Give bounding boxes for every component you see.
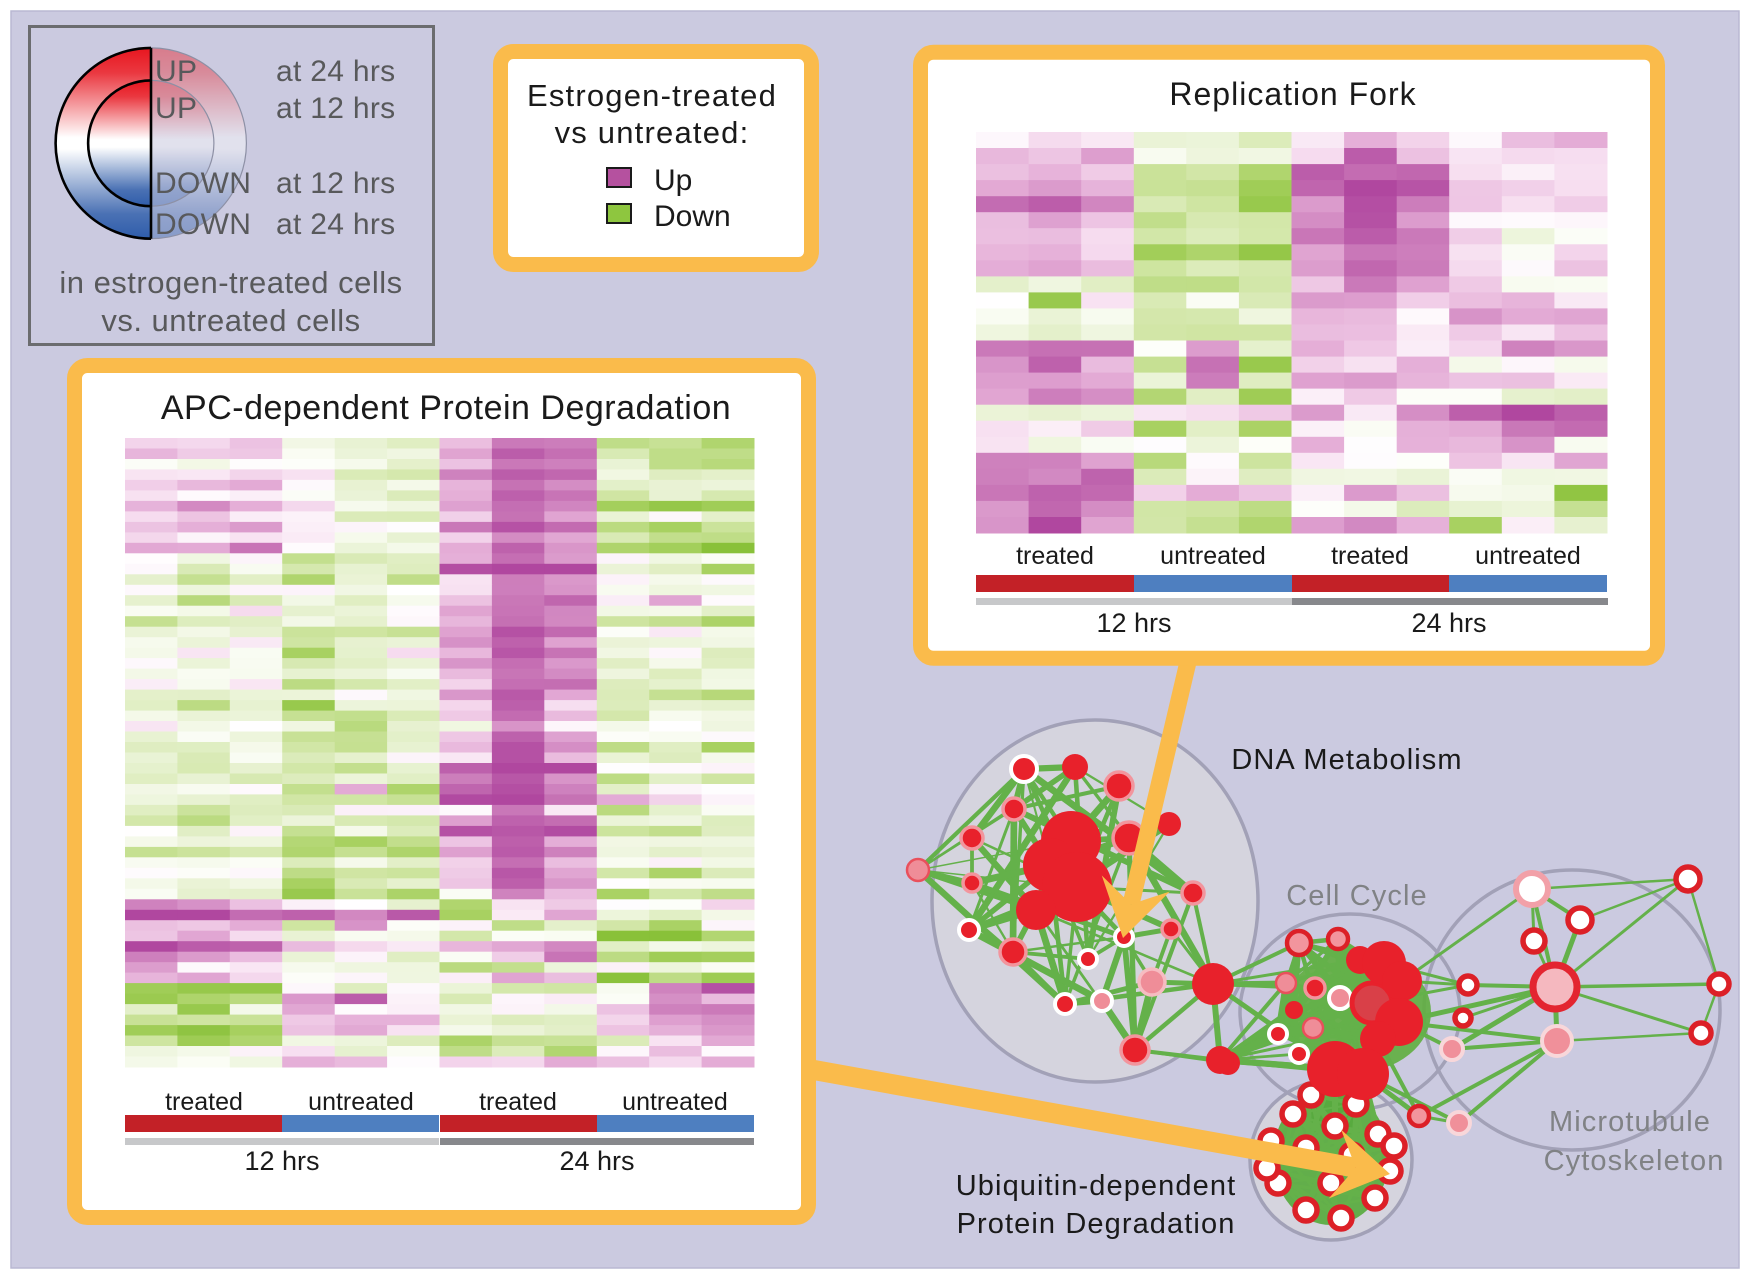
svg-text:at 24 hrs: at 24 hrs bbox=[276, 55, 395, 88]
svg-text:treated: treated bbox=[165, 1088, 243, 1116]
svg-text:24 hrs: 24 hrs bbox=[559, 1146, 634, 1176]
svg-text:vs. untreated cells: vs. untreated cells bbox=[101, 303, 360, 338]
svg-text:Cytoskeleton: Cytoskeleton bbox=[1544, 1145, 1725, 1177]
svg-text:24 hrs: 24 hrs bbox=[1411, 608, 1486, 638]
svg-text:Up: Up bbox=[654, 164, 692, 197]
svg-text:DOWN: DOWN bbox=[155, 208, 251, 241]
svg-text:treated: treated bbox=[479, 1088, 557, 1116]
svg-text:DOWN: DOWN bbox=[155, 167, 251, 200]
svg-text:in estrogen-treated cells: in estrogen-treated cells bbox=[59, 265, 402, 300]
svg-text:Estrogen-treated: Estrogen-treated bbox=[527, 78, 777, 113]
svg-text:vs untreated:: vs untreated: bbox=[555, 115, 750, 150]
svg-text:DNA Metabolism: DNA Metabolism bbox=[1231, 744, 1462, 776]
svg-text:at 12 hrs: at 12 hrs bbox=[276, 92, 395, 125]
svg-text:12 hrs: 12 hrs bbox=[1096, 608, 1171, 638]
svg-text:12 hrs: 12 hrs bbox=[244, 1146, 319, 1176]
svg-text:APC-dependent Protein Degradat: APC-dependent Protein Degradation bbox=[161, 389, 731, 427]
svg-text:Ubiquitin-dependent: Ubiquitin-dependent bbox=[956, 1170, 1236, 1202]
svg-text:UP: UP bbox=[155, 55, 197, 88]
svg-text:UP: UP bbox=[155, 92, 197, 125]
svg-text:untreated: untreated bbox=[1160, 542, 1266, 570]
svg-text:at 24 hrs: at 24 hrs bbox=[276, 208, 395, 241]
svg-text:Down: Down bbox=[654, 200, 731, 233]
svg-text:Replication Fork: Replication Fork bbox=[1169, 76, 1416, 112]
svg-text:Cell Cycle: Cell Cycle bbox=[1286, 880, 1428, 912]
svg-text:treated: treated bbox=[1331, 542, 1409, 570]
svg-text:untreated: untreated bbox=[308, 1088, 414, 1116]
svg-text:untreated: untreated bbox=[1475, 542, 1581, 570]
svg-text:treated: treated bbox=[1016, 542, 1094, 570]
svg-text:Protein Degradation: Protein Degradation bbox=[957, 1208, 1236, 1240]
svg-text:Microtubule: Microtubule bbox=[1549, 1106, 1711, 1138]
svg-text:untreated: untreated bbox=[622, 1088, 728, 1116]
svg-text:at 12 hrs: at 12 hrs bbox=[276, 167, 395, 200]
